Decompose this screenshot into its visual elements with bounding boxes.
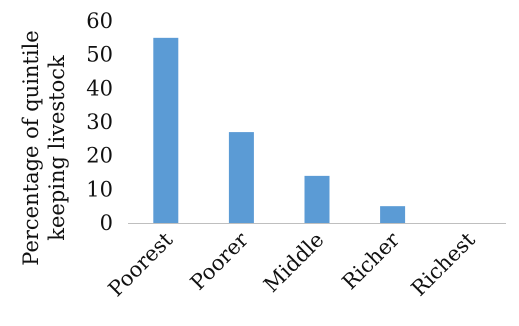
x-category-label: Richest: [407, 227, 481, 301]
x-category-label: Richer: [337, 227, 404, 294]
y-tick-label: 10: [86, 177, 113, 201]
y-tick-labels: 0 10 20 30 40 50 60: [86, 9, 113, 235]
category-labels: Poorest Poorer Middle Richer Richest: [104, 227, 481, 301]
y-tick-label: 60: [86, 9, 113, 33]
bars: [153, 37, 406, 224]
y-tick-label: 20: [86, 144, 113, 168]
y-tick-label: 0: [100, 211, 113, 235]
bar-poorest: [153, 37, 179, 224]
x-category-label: Poorest: [104, 227, 178, 301]
y-tick-label: 50: [86, 43, 113, 67]
y-axis-title: Percentage of quintile keeping livestock: [19, 30, 69, 265]
bar-poorer: [228, 132, 254, 223]
bar-richer: [380, 206, 406, 223]
y-tick-label: 40: [86, 76, 113, 100]
x-category-label: Middle: [259, 228, 328, 297]
y-tick-label: 30: [86, 110, 113, 134]
bar-middle: [304, 175, 330, 223]
y-axis-title-line-2: keeping livestock: [45, 55, 69, 241]
y-axis-title-line-1: Percentage of quintile: [19, 30, 43, 265]
x-category-label: Poorer: [186, 227, 254, 295]
